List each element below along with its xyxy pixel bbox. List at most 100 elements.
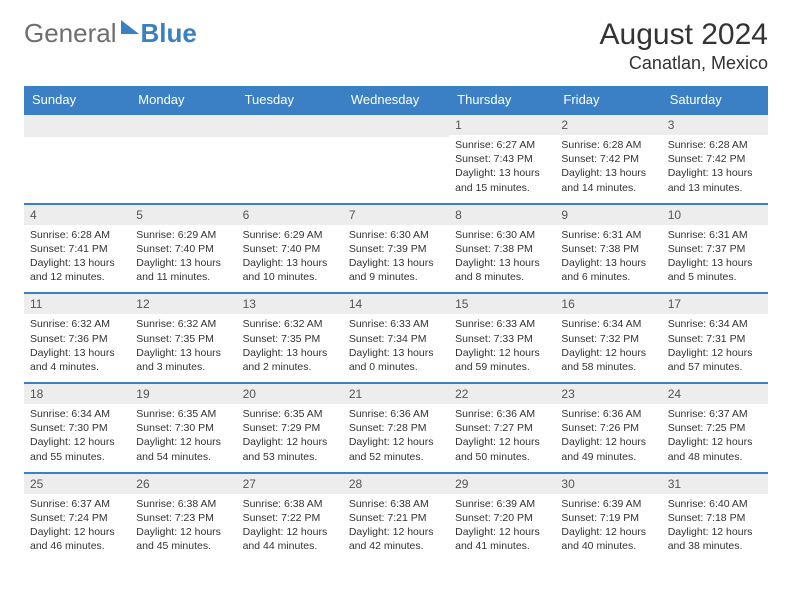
daylight-line: Daylight: 13 hours and 5 minutes. — [668, 256, 762, 284]
calendar-table: Sunday Monday Tuesday Wednesday Thursday… — [24, 86, 768, 561]
sunrise-line: Sunrise: 6:30 AM — [349, 228, 443, 242]
day-number: 4 — [24, 205, 130, 225]
weekday-header-row: Sunday Monday Tuesday Wednesday Thursday… — [24, 86, 768, 114]
location-label: Canatlan, Mexico — [600, 53, 768, 74]
day-details — [24, 137, 130, 196]
sunrise-line: Sunrise: 6:36 AM — [455, 407, 549, 421]
day-details: Sunrise: 6:38 AMSunset: 7:21 PMDaylight:… — [343, 494, 449, 562]
sunrise-line: Sunrise: 6:29 AM — [243, 228, 337, 242]
calendar-day-cell: 19Sunrise: 6:35 AMSunset: 7:30 PMDayligh… — [130, 383, 236, 473]
day-details: Sunrise: 6:27 AMSunset: 7:43 PMDaylight:… — [449, 135, 555, 203]
day-details: Sunrise: 6:38 AMSunset: 7:22 PMDaylight:… — [237, 494, 343, 562]
calendar-day-cell: 5Sunrise: 6:29 AMSunset: 7:40 PMDaylight… — [130, 204, 236, 294]
day-details: Sunrise: 6:30 AMSunset: 7:39 PMDaylight:… — [343, 225, 449, 293]
day-details: Sunrise: 6:37 AMSunset: 7:24 PMDaylight:… — [24, 494, 130, 562]
logo: General Blue — [24, 18, 197, 49]
calendar-week-row: 18Sunrise: 6:34 AMSunset: 7:30 PMDayligh… — [24, 383, 768, 473]
day-details: Sunrise: 6:39 AMSunset: 7:20 PMDaylight:… — [449, 494, 555, 562]
daylight-line: Daylight: 12 hours and 54 minutes. — [136, 435, 230, 463]
sunrise-line: Sunrise: 6:35 AM — [243, 407, 337, 421]
calendar-day-cell: 9Sunrise: 6:31 AMSunset: 7:38 PMDaylight… — [555, 204, 661, 294]
sunrise-line: Sunrise: 6:33 AM — [455, 317, 549, 331]
day-details: Sunrise: 6:31 AMSunset: 7:38 PMDaylight:… — [555, 225, 661, 293]
daylight-line: Daylight: 12 hours and 52 minutes. — [349, 435, 443, 463]
day-number: 22 — [449, 384, 555, 404]
day-details: Sunrise: 6:31 AMSunset: 7:37 PMDaylight:… — [662, 225, 768, 293]
daylight-line: Daylight: 12 hours and 45 minutes. — [136, 525, 230, 553]
day-details: Sunrise: 6:36 AMSunset: 7:26 PMDaylight:… — [555, 404, 661, 472]
calendar-day-cell: 28Sunrise: 6:38 AMSunset: 7:21 PMDayligh… — [343, 473, 449, 562]
day-details — [343, 137, 449, 196]
sunset-line: Sunset: 7:42 PM — [561, 152, 655, 166]
sunset-line: Sunset: 7:22 PM — [243, 511, 337, 525]
calendar-day-cell: 12Sunrise: 6:32 AMSunset: 7:35 PMDayligh… — [130, 293, 236, 383]
day-number: 14 — [343, 294, 449, 314]
sunrise-line: Sunrise: 6:28 AM — [668, 138, 762, 152]
day-number: 8 — [449, 205, 555, 225]
sunrise-line: Sunrise: 6:38 AM — [136, 497, 230, 511]
sunset-line: Sunset: 7:18 PM — [668, 511, 762, 525]
daylight-line: Daylight: 12 hours and 59 minutes. — [455, 346, 549, 374]
logo-text-blue: Blue — [141, 18, 197, 49]
calendar-day-cell — [343, 114, 449, 204]
sunrise-line: Sunrise: 6:38 AM — [243, 497, 337, 511]
calendar-week-row: 1Sunrise: 6:27 AMSunset: 7:43 PMDaylight… — [24, 114, 768, 204]
sunrise-line: Sunrise: 6:32 AM — [30, 317, 124, 331]
daylight-line: Daylight: 13 hours and 6 minutes. — [561, 256, 655, 284]
day-details: Sunrise: 6:34 AMSunset: 7:31 PMDaylight:… — [662, 314, 768, 382]
calendar-day-cell: 24Sunrise: 6:37 AMSunset: 7:25 PMDayligh… — [662, 383, 768, 473]
day-details: Sunrise: 6:38 AMSunset: 7:23 PMDaylight:… — [130, 494, 236, 562]
calendar-day-cell: 17Sunrise: 6:34 AMSunset: 7:31 PMDayligh… — [662, 293, 768, 383]
day-details: Sunrise: 6:40 AMSunset: 7:18 PMDaylight:… — [662, 494, 768, 562]
day-details: Sunrise: 6:35 AMSunset: 7:29 PMDaylight:… — [237, 404, 343, 472]
day-number: 7 — [343, 205, 449, 225]
calendar-day-cell: 14Sunrise: 6:33 AMSunset: 7:34 PMDayligh… — [343, 293, 449, 383]
day-details: Sunrise: 6:39 AMSunset: 7:19 PMDaylight:… — [555, 494, 661, 562]
page-title: August 2024 — [600, 18, 768, 51]
day-number: 21 — [343, 384, 449, 404]
sunrise-line: Sunrise: 6:38 AM — [349, 497, 443, 511]
calendar-day-cell — [237, 114, 343, 204]
day-number: 10 — [662, 205, 768, 225]
calendar-day-cell: 30Sunrise: 6:39 AMSunset: 7:19 PMDayligh… — [555, 473, 661, 562]
daylight-line: Daylight: 12 hours and 57 minutes. — [668, 346, 762, 374]
daylight-line: Daylight: 13 hours and 0 minutes. — [349, 346, 443, 374]
calendar-day-cell: 10Sunrise: 6:31 AMSunset: 7:37 PMDayligh… — [662, 204, 768, 294]
sunset-line: Sunset: 7:34 PM — [349, 332, 443, 346]
calendar-day-cell: 18Sunrise: 6:34 AMSunset: 7:30 PMDayligh… — [24, 383, 130, 473]
calendar-day-cell: 21Sunrise: 6:36 AMSunset: 7:28 PMDayligh… — [343, 383, 449, 473]
sunrise-line: Sunrise: 6:36 AM — [561, 407, 655, 421]
sunset-line: Sunset: 7:41 PM — [30, 242, 124, 256]
day-details: Sunrise: 6:34 AMSunset: 7:30 PMDaylight:… — [24, 404, 130, 472]
calendar-day-cell: 2Sunrise: 6:28 AMSunset: 7:42 PMDaylight… — [555, 114, 661, 204]
sunset-line: Sunset: 7:38 PM — [561, 242, 655, 256]
calendar-day-cell: 27Sunrise: 6:38 AMSunset: 7:22 PMDayligh… — [237, 473, 343, 562]
day-number: 30 — [555, 474, 661, 494]
sunrise-line: Sunrise: 6:37 AM — [30, 497, 124, 511]
day-details: Sunrise: 6:32 AMSunset: 7:35 PMDaylight:… — [237, 314, 343, 382]
calendar-day-cell: 15Sunrise: 6:33 AMSunset: 7:33 PMDayligh… — [449, 293, 555, 383]
sunset-line: Sunset: 7:43 PM — [455, 152, 549, 166]
sunset-line: Sunset: 7:28 PM — [349, 421, 443, 435]
calendar-week-row: 11Sunrise: 6:32 AMSunset: 7:36 PMDayligh… — [24, 293, 768, 383]
day-details: Sunrise: 6:35 AMSunset: 7:30 PMDaylight:… — [130, 404, 236, 472]
day-number: 2 — [555, 115, 661, 135]
sunset-line: Sunset: 7:19 PM — [561, 511, 655, 525]
daylight-line: Daylight: 13 hours and 9 minutes. — [349, 256, 443, 284]
day-details: Sunrise: 6:29 AMSunset: 7:40 PMDaylight:… — [130, 225, 236, 293]
logo-mark-icon — [121, 20, 139, 34]
sunrise-line: Sunrise: 6:28 AM — [561, 138, 655, 152]
day-number: 15 — [449, 294, 555, 314]
day-number: 9 — [555, 205, 661, 225]
calendar-day-cell: 20Sunrise: 6:35 AMSunset: 7:29 PMDayligh… — [237, 383, 343, 473]
sunset-line: Sunset: 7:20 PM — [455, 511, 549, 525]
calendar-day-cell: 31Sunrise: 6:40 AMSunset: 7:18 PMDayligh… — [662, 473, 768, 562]
sunset-line: Sunset: 7:36 PM — [30, 332, 124, 346]
day-number: 12 — [130, 294, 236, 314]
day-details: Sunrise: 6:28 AMSunset: 7:42 PMDaylight:… — [555, 135, 661, 203]
day-number: 19 — [130, 384, 236, 404]
sunrise-line: Sunrise: 6:31 AM — [668, 228, 762, 242]
sunrise-line: Sunrise: 6:34 AM — [30, 407, 124, 421]
day-details: Sunrise: 6:36 AMSunset: 7:27 PMDaylight:… — [449, 404, 555, 472]
day-details: Sunrise: 6:33 AMSunset: 7:33 PMDaylight:… — [449, 314, 555, 382]
